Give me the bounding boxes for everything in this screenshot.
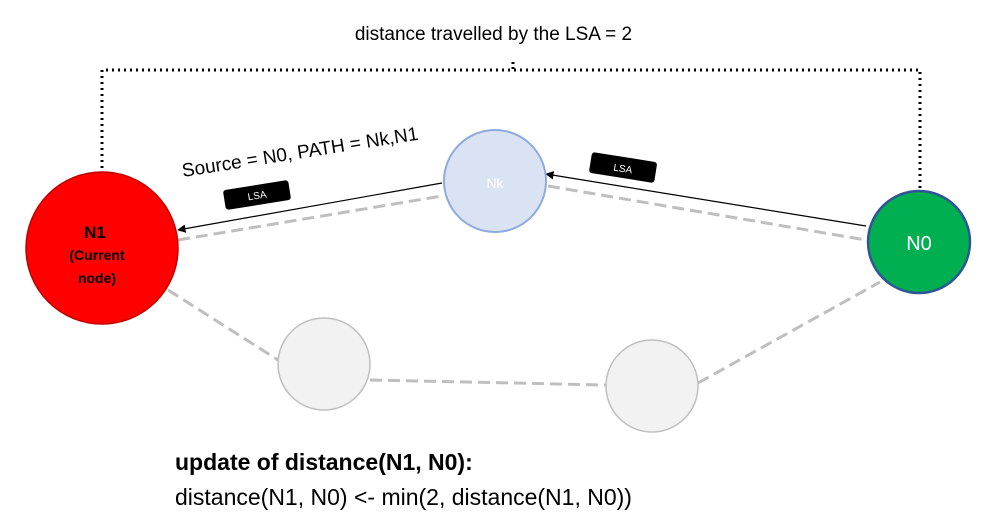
link-n1-m1: [167, 288, 279, 362]
node-n1-sublabel-2: node): [78, 270, 116, 286]
lsa-tag-left-label: LSA: [247, 190, 268, 204]
link-m2-n0: [697, 280, 881, 385]
intermediate-node-1: [277, 317, 371, 411]
path-label: Source = N0, PATH = Nk,N1: [180, 124, 419, 182]
update-formula: distance(N1, N0) <- min(2, distance(N1, …: [175, 484, 632, 510]
intermediate-node-2: [605, 339, 699, 433]
node-n0: [866, 189, 972, 295]
node-n1-label: N1: [84, 223, 106, 242]
link-nk-n0: [547, 184, 867, 242]
node-n0-label: N0: [906, 233, 932, 255]
distance-caption: distance travelled by the LSA = 2: [354, 24, 633, 45]
link-n1-nk: [177, 194, 443, 242]
node-nk-label: Nk: [486, 175, 504, 191]
lsa-tag-right: LSA: [589, 152, 657, 183]
lsa-tag-left: LSA: [223, 180, 291, 210]
lsa-arrow-n0-to-nk: [545, 171, 867, 227]
link-m1-m2: [369, 378, 607, 387]
node-n1-sublabel-1: (Current: [69, 247, 125, 263]
node-n1: [25, 171, 179, 325]
node-nk: [443, 129, 547, 233]
update-heading: update of distance(N1, N0):: [175, 449, 473, 475]
distance-bracket: [100, 68, 922, 190]
lsa-arrow-nk-to-n1: [177, 182, 443, 233]
lsa-tag-right-label: LSA: [613, 163, 634, 177]
